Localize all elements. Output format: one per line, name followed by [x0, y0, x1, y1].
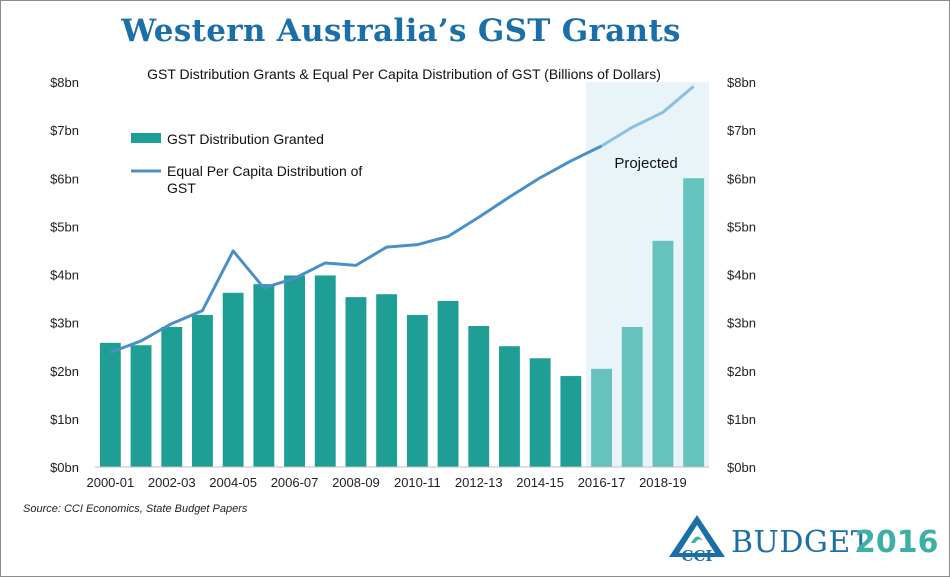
left-y-axis: $0bn $1bn $2bn $3bn $4bn $5bn $6bn $7bn $8bn	[50, 75, 79, 475]
right-y-tick-label: $4bn	[727, 268, 756, 283]
x-tick-label: 2014-15	[516, 475, 564, 490]
right-y-tick-label: $7bn	[727, 123, 756, 138]
bar-gst-granted	[222, 292, 244, 467]
x-tick-label: 2016-17	[578, 475, 626, 490]
logo-budget-text: BUDGET	[731, 525, 872, 560]
x-tick-label: 2012-13	[455, 475, 503, 490]
left-y-tick-label: $7bn	[50, 123, 79, 138]
logo-mark-text: CCI	[682, 547, 713, 565]
x-tick-label: 2002-03	[148, 475, 196, 490]
logo-year-text: 2016	[855, 525, 939, 560]
x-tick-label: 2010-11	[394, 475, 441, 490]
left-y-tick-label: $6bn	[50, 171, 79, 186]
bar-gst-granted	[161, 326, 183, 467]
right-y-tick-label: $3bn	[727, 316, 756, 331]
page-title: Western Australia’s GST Grants	[121, 13, 681, 49]
left-y-tick-label: $0bn	[50, 460, 79, 475]
x-tick-label: 2000-01	[86, 475, 134, 490]
line-series	[109, 85, 695, 354]
bar-gst-granted	[99, 342, 121, 467]
cci-budget-logo: CCI BUDGET 2016	[665, 513, 939, 565]
right-y-tick-label: $0bn	[727, 460, 756, 475]
bar-gst-granted	[591, 368, 612, 467]
bar-series	[99, 178, 705, 467]
bar-gst-granted	[345, 297, 367, 467]
left-y-tick-label: $4bn	[50, 268, 79, 283]
left-y-tick-label: $3bn	[50, 316, 79, 331]
bar-gst-granted	[406, 314, 428, 467]
bar-gst-granted	[314, 275, 336, 467]
bar-gst-granted	[468, 325, 490, 467]
legend-line-label-cont: GST	[167, 180, 196, 196]
bar-gst-granted	[376, 294, 398, 467]
bar-gst-granted	[284, 275, 305, 467]
bar-gst-granted	[683, 178, 705, 467]
legend: GST Distribution Granted Equal Per Capit…	[131, 131, 362, 196]
bar-gst-granted	[130, 345, 152, 467]
legend-bar-label: GST Distribution Granted	[167, 131, 324, 147]
legend-bar-swatch	[131, 133, 161, 143]
bar-gst-granted	[529, 358, 551, 467]
line-equal-per-capita	[109, 144, 603, 354]
projected-label: Projected	[614, 155, 677, 172]
legend-line-label: Equal Per Capita Distribution of	[167, 163, 362, 179]
left-y-tick-label: $5bn	[50, 219, 79, 234]
left-y-tick-label: $8bn	[50, 75, 79, 90]
bar-gst-granted	[437, 300, 459, 467]
x-tick-label: 2004-05	[209, 475, 257, 490]
right-y-tick-label: $8bn	[727, 75, 756, 90]
bar-gst-granted	[652, 240, 674, 467]
right-y-tick-label: $5bn	[727, 219, 756, 234]
left-y-tick-label: $1bn	[50, 412, 79, 427]
x-axis: 2000-01 2002-03 2004-05 2006-07 2008-09 2010-…	[86, 475, 686, 490]
left-y-tick-label: $2bn	[50, 364, 79, 379]
source-note: Source: CCI Economics, State Budget Pape…	[23, 503, 248, 515]
right-y-tick-label: $2bn	[727, 364, 756, 379]
bar-gst-granted	[253, 284, 275, 467]
gst-chart: $0bn $1bn $2bn $3bn $4bn $5bn $6bn $7bn $8bn $0b…	[50, 66, 756, 490]
x-tick-label: 2018-19	[639, 475, 687, 490]
x-tick-label: 2006-07	[271, 475, 319, 490]
bar-gst-granted	[499, 346, 520, 467]
cci-logo-icon: CCI	[669, 515, 725, 565]
bar-gst-granted	[560, 376, 582, 467]
right-y-tick-label: $1bn	[727, 412, 756, 427]
line-equal-per-capita-projected	[600, 85, 695, 148]
bar-gst-granted	[192, 314, 213, 467]
right-y-axis: $0bn $1bn $2bn $3bn $4bn $5bn $6bn $7bn $8bn	[727, 75, 756, 475]
right-y-tick-label: $6bn	[727, 171, 756, 186]
chart-subtitle: GST Distribution Grants & Equal Per Capi…	[147, 66, 661, 82]
x-tick-label: 2008-09	[332, 475, 380, 490]
bar-gst-granted	[621, 326, 643, 467]
